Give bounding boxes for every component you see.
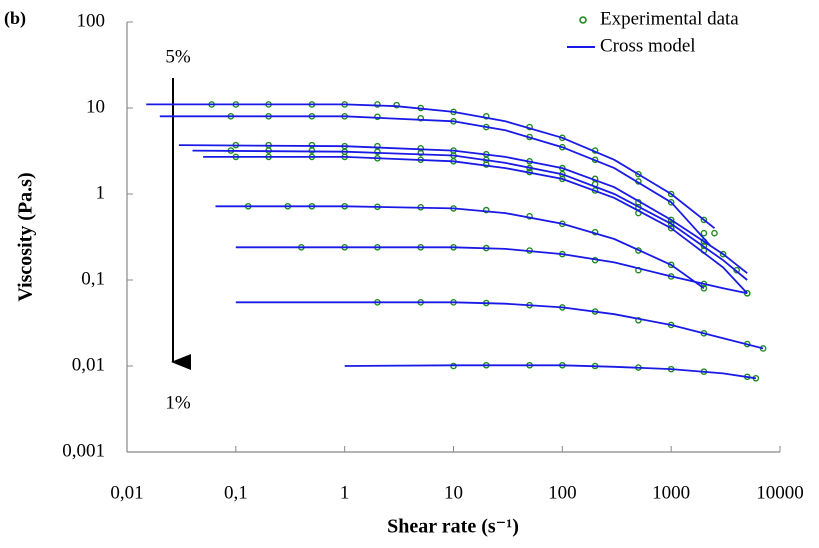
y-tick-label: 0,1 (81, 268, 105, 289)
data-point (667, 261, 675, 269)
data-point (417, 149, 425, 157)
model-line (203, 156, 748, 294)
data-point (667, 224, 675, 232)
data-point (417, 114, 425, 122)
data-point (482, 113, 490, 120)
annotation: 1% (165, 392, 191, 413)
y-tick-label: 0,01 (72, 354, 105, 375)
y-axis-title: Viscosity (Pa.s) (15, 172, 37, 301)
data-point (635, 170, 642, 178)
legend-label: Cross model (600, 35, 696, 56)
data-point (482, 206, 490, 214)
x-tick-label: 10 (444, 482, 463, 503)
x-tick-label: 0,01 (110, 482, 143, 503)
data-point (719, 250, 727, 258)
data-point (667, 220, 675, 228)
x-tick-label: 100 (548, 482, 577, 503)
data-point (635, 316, 642, 324)
y-tick-label: 100 (77, 10, 106, 31)
x-tick-label: 0,1 (224, 482, 248, 503)
model-line (235, 246, 748, 295)
data-point (393, 101, 400, 109)
model-line (235, 301, 764, 350)
data-point (667, 199, 675, 206)
x-tick-label: 1 (340, 482, 350, 503)
y-tick-label: 10 (86, 96, 105, 117)
data-point (711, 229, 718, 237)
data-point (700, 216, 708, 224)
y-tick-label: 1 (96, 182, 106, 203)
x-tick-label: 1000 (652, 482, 690, 503)
model-line (146, 103, 716, 229)
model-line (159, 115, 712, 247)
model-line (192, 149, 748, 281)
data-point (700, 229, 708, 237)
panel-label: (b) (4, 8, 26, 29)
annotation: 5% (165, 46, 191, 67)
data-point (667, 216, 675, 224)
x-tick-label: 10000 (756, 482, 804, 503)
data-point (374, 101, 381, 108)
model-line (178, 144, 748, 274)
model-line (344, 364, 757, 380)
x-axis-title: Shear rate (s⁻¹) (387, 516, 519, 538)
data-point (700, 285, 708, 292)
legend-swatch (579, 16, 587, 24)
legend-label: Experimental data (600, 8, 739, 29)
data-point (374, 148, 381, 156)
data-point (667, 190, 675, 198)
y-tick-label: 0,001 (62, 440, 105, 461)
model-line (215, 205, 705, 290)
